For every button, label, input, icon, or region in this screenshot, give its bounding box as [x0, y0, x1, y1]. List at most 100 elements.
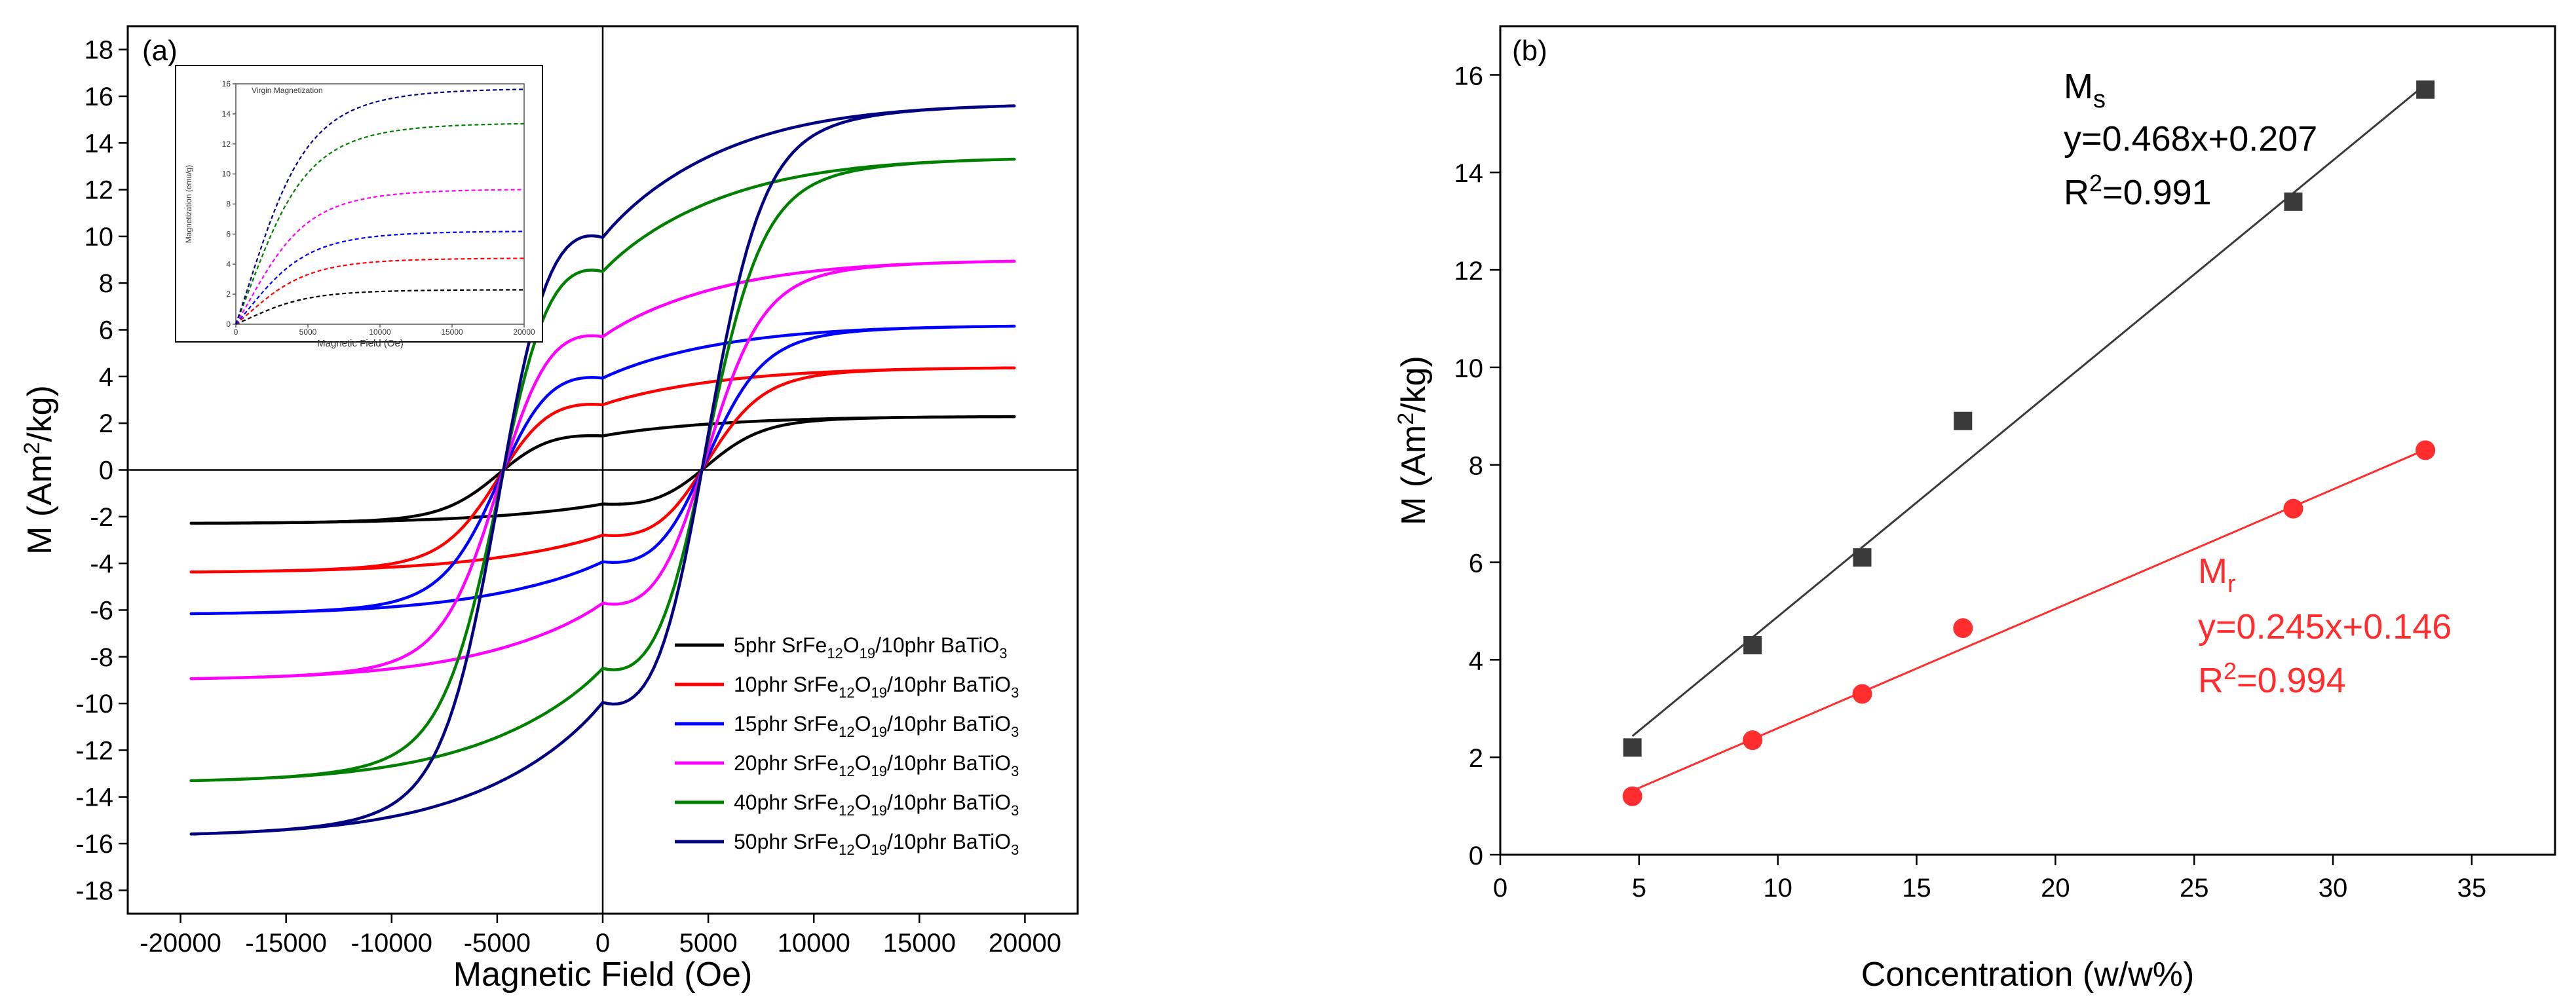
x-tick-label: 30 [2319, 874, 2348, 903]
mr-point [1953, 618, 1973, 638]
inset-y-tick-label: 0 [226, 320, 231, 329]
legend-entry: 50phr SrFe12O19/10phr BaTiO3 [734, 830, 1019, 858]
mr-fit-equation: y=0.245x+0.146 [2198, 607, 2452, 646]
virgin-magnetization-inset: Virgin Magnetization Magnetic Field (Oe)… [175, 65, 543, 349]
ylabel-suffix: /kg) [21, 385, 59, 442]
hysteresis-curves [189, 104, 1016, 836]
y-tick-label: 0 [1469, 842, 1483, 870]
y-tick-label: 12 [85, 176, 114, 205]
x-tick-label: 15 [1902, 874, 1931, 903]
panel-a: -20000 -15000 -10000 -5000 0 5000 10000 15000 20… [20, 25, 1079, 994]
ms-r-squared: R2=0.991 [2064, 170, 2212, 212]
x-tick-label: 20 [2041, 874, 2070, 903]
x-tick-label: -20000 [140, 929, 221, 958]
inset-x-tick-label: 10000 [369, 327, 391, 337]
ylabel-prefix: M (Am [21, 455, 59, 555]
mr-point [1852, 684, 1872, 704]
inset-curve-15phr [235, 231, 524, 325]
y-tick-label: 10 [1454, 354, 1484, 383]
x-tick-label: 25 [2180, 874, 2209, 903]
panel-a-x-axis-title: Magnetic Field (Oe) [453, 956, 753, 994]
mr-label-main: M [2198, 551, 2227, 591]
x-tick-label: -10000 [350, 929, 432, 958]
x-tick-label: 20000 [989, 929, 1061, 958]
x-tick-label: 0 [596, 929, 610, 958]
inset-title: Virgin Magnetization [252, 86, 323, 95]
legend-entry: 10phr SrFe12O19/10phr BaTiO3 [734, 673, 1019, 701]
inset-x-tick-label: 20000 [513, 327, 535, 337]
ms-point [1853, 548, 1872, 567]
x-tick-label: 5000 [679, 929, 738, 958]
panel-a-legend: 5phr SrFe12O19/10phr BaTiO3 10phr SrFe12O… [675, 633, 1019, 858]
x-tick-label: 10 [1763, 874, 1792, 903]
inset-y-tick-label: 6 [226, 229, 231, 238]
panel-b-label: (b) [1512, 35, 1547, 67]
x-tick-label: -5000 [464, 929, 531, 958]
ms-point [2284, 192, 2303, 211]
hysteresis-loop-5phr [189, 415, 1016, 525]
y-tick-label: -12 [75, 736, 113, 765]
y-tick-label: 4 [99, 363, 113, 392]
y-tick-label: -16 [75, 830, 113, 859]
inset-y-tick-label: 14 [222, 109, 231, 119]
panel-b-x-ticks: 0 5 10 15 20 25 30 35 [1493, 855, 2486, 903]
y-tick-label: 0 [99, 457, 113, 485]
y-tick-label: 10 [85, 223, 114, 252]
inset-curve-10phr [235, 257, 524, 325]
inset-y-tick-label: 4 [226, 259, 231, 269]
y-tick-label: 2 [1469, 744, 1483, 773]
ms-label-main: M [2064, 67, 2093, 106]
ms-point [1623, 738, 1642, 757]
ylabel-sup: 2 [1393, 413, 1418, 425]
y-tick-label: 16 [1454, 62, 1484, 90]
inset-curves [235, 88, 525, 326]
inset-curve-5phr [235, 289, 524, 326]
y-tick-label: -4 [90, 550, 113, 578]
ylabel-sup: 2 [20, 442, 45, 455]
y-tick-label: 4 [1469, 646, 1483, 675]
x-tick-label: 35 [2457, 874, 2487, 903]
y-tick-label: 14 [1454, 159, 1484, 188]
y-tick-label: -14 [75, 783, 113, 812]
y-tick-label: 16 [85, 83, 114, 111]
mr-point [2283, 498, 2303, 519]
x-tick-label: 10000 [778, 929, 850, 958]
legend-entry: 20phr SrFe12O19/10phr BaTiO3 [734, 751, 1019, 779]
panel-a-y-ticks: -18 -16 -14 -12 -10 -8 -6 -4 -2 0 2 4 6 8 10 12 14 16 18 [75, 36, 128, 905]
panel-b-y-axis-title: M (Am2/kg) [1393, 356, 1433, 525]
ylabel-suffix: /kg) [1395, 356, 1433, 413]
inset-x-tick-label: 5000 [299, 327, 317, 337]
y-tick-label: 2 [99, 409, 113, 438]
legend-entry: 5phr SrFe12O19/10phr BaTiO3 [734, 633, 1008, 662]
r2-main: R [2198, 661, 2224, 700]
inset-y-tick-label: 16 [222, 79, 231, 88]
y-tick-label: -10 [75, 690, 113, 719]
hysteresis-loop-15phr [189, 324, 1016, 616]
y-tick-label: -2 [90, 503, 113, 532]
ms-label-sub: s [2093, 86, 2106, 113]
panel-a-y-axis-title: M (Am2/kg) [20, 385, 59, 555]
y-tick-label: -6 [90, 596, 113, 625]
r2-main: R [2064, 173, 2089, 212]
r2-sup: 2 [2089, 170, 2102, 196]
mr-point [2415, 440, 2436, 460]
r2-sup: 2 [2224, 658, 2237, 684]
x-tick-label: 0 [1493, 874, 1507, 903]
x-tick-label: 15000 [883, 929, 956, 958]
panel-b-x-axis-title: Concentration (w/w%) [1861, 956, 2195, 994]
y-tick-label: 8 [99, 269, 113, 298]
ylabel-prefix: M (Am [1395, 425, 1433, 525]
mr-point [1622, 786, 1642, 806]
zero-crosshair [128, 26, 1078, 914]
hysteresis-loop-50phr [189, 104, 1016, 836]
ms-annotation: Ms y=0.468x+0.207 R2=0.991 [2064, 67, 2317, 212]
mr-label-sub: r [2227, 570, 2236, 598]
inset-ticks: 0 5000 10000 15000 20000 0 2 4 6 8 10 12 14 16 [222, 79, 535, 337]
y-tick-label: 12 [1454, 257, 1484, 286]
panel-a-label: (a) [142, 35, 178, 67]
inset-x-axis-title: Magnetic Field (Oe) [317, 338, 404, 349]
legend-entry: 15phr SrFe12O19/10phr BaTiO3 [734, 712, 1019, 740]
r2-value: =0.994 [2237, 661, 2346, 700]
r2-value: =0.991 [2102, 173, 2212, 212]
